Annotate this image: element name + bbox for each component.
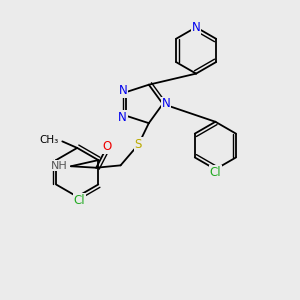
Text: CH₃: CH₃: [40, 135, 59, 145]
Text: O: O: [103, 140, 112, 153]
Text: N: N: [118, 111, 127, 124]
Text: N: N: [119, 84, 128, 97]
Text: N: N: [192, 21, 200, 34]
Text: NH: NH: [51, 161, 68, 171]
Text: S: S: [135, 138, 142, 151]
Text: Cl: Cl: [74, 194, 85, 207]
Text: Cl: Cl: [210, 166, 221, 179]
Text: N: N: [161, 98, 170, 110]
